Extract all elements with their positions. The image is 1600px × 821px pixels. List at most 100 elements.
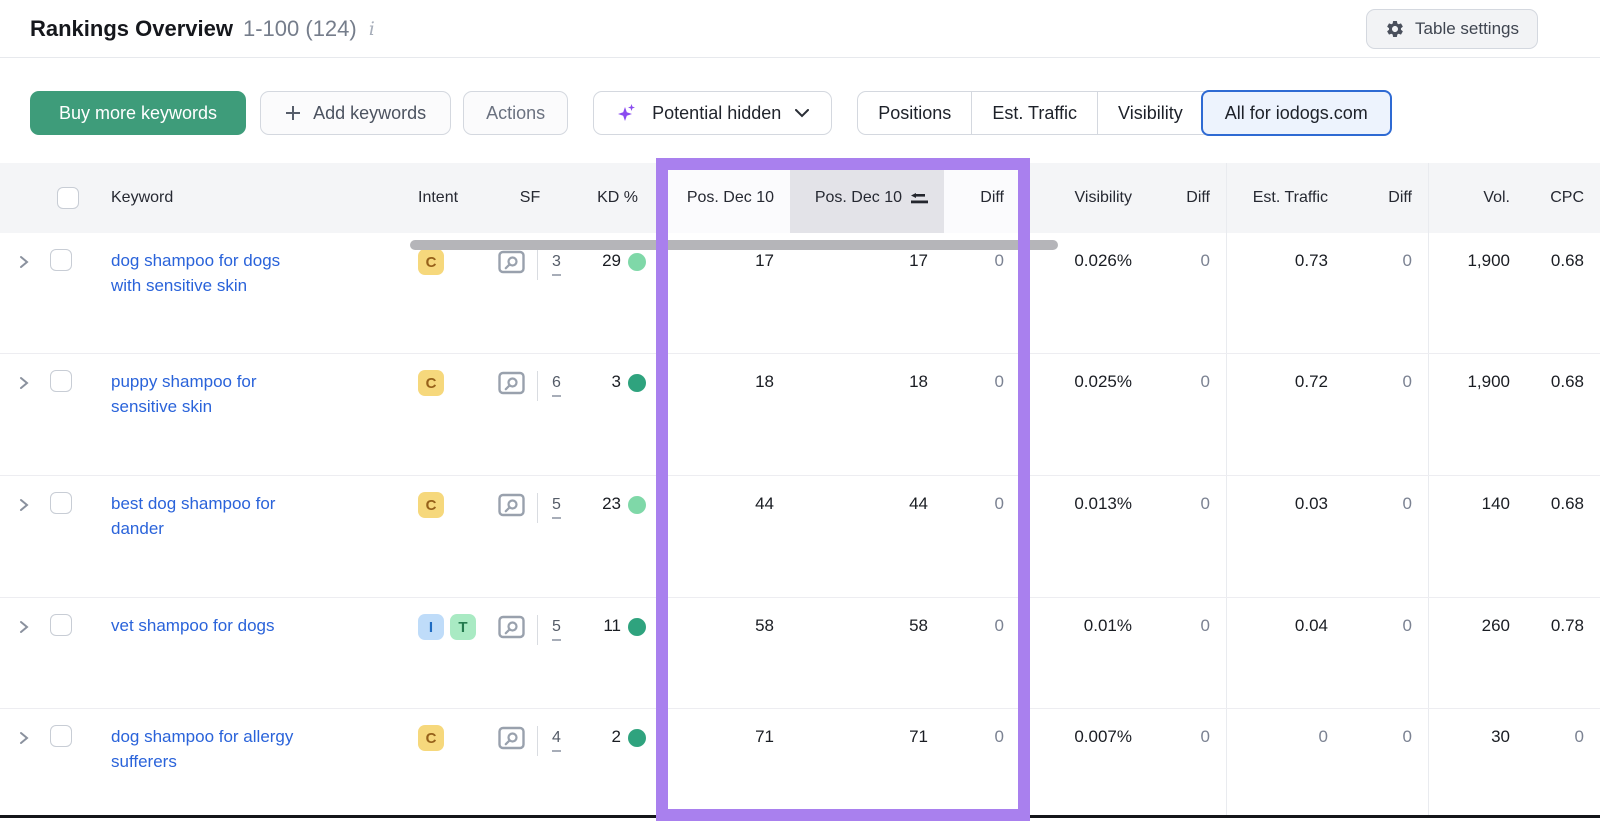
header-expand <box>0 163 40 233</box>
expand-row-icon[interactable] <box>17 375 31 391</box>
traffic-diff-value: 0 <box>1402 372 1412 391</box>
cpc-value: 0.68 <box>1550 372 1584 391</box>
sf-count[interactable]: 5 <box>552 618 561 641</box>
position-diff-value: 0 <box>994 494 1004 513</box>
est-traffic-value: 0.72 <box>1226 354 1348 475</box>
page-range: 1-100 (124) <box>242 15 357 41</box>
header-diff[interactable]: Diff <box>944 163 1020 233</box>
potential-filter-label: Potential hidden <box>652 102 782 123</box>
expand-row-icon[interactable] <box>17 730 31 746</box>
kd-value: 11 <box>603 616 621 635</box>
serp-features-icon[interactable] <box>498 615 525 640</box>
header-visibility-diff[interactable]: Diff <box>1186 189 1210 206</box>
sf-count[interactable]: 5 <box>552 496 561 519</box>
est-traffic-value: 0 <box>1226 709 1348 816</box>
kd-dot <box>628 496 646 514</box>
header-est-traffic[interactable]: Est. Traffic <box>1226 163 1348 233</box>
expand-row-icon[interactable] <box>17 619 31 635</box>
header-visibility[interactable]: Visibility <box>1074 189 1133 206</box>
intent-badge: C <box>418 492 444 518</box>
sf-count[interactable]: 6 <box>552 374 561 397</box>
position-diff-value: 0 <box>994 372 1004 391</box>
view-tab-group: Positions Est. Traffic Visibility All for i… <box>857 90 1392 136</box>
select-all-checkbox[interactable] <box>57 187 79 209</box>
expand-row-icon[interactable] <box>17 497 31 513</box>
traffic-diff-value: 0 <box>1402 727 1412 746</box>
position-current-value: 58 <box>755 616 774 635</box>
header-volume[interactable]: Vol. <box>1428 163 1526 233</box>
est-traffic-value: 0.03 <box>1226 476 1348 597</box>
expand-row-icon[interactable] <box>17 254 31 270</box>
header-pos-sorted[interactable]: Pos. Dec 10 <box>790 163 944 233</box>
sf-count[interactable]: 3 <box>552 253 561 276</box>
header-keyword[interactable]: Keyword <box>111 189 174 206</box>
add-keywords-button[interactable]: Add keywords <box>260 91 452 135</box>
plus-icon <box>286 106 301 120</box>
visibility-value: 0.026% <box>1074 251 1132 270</box>
volume-value: 260 <box>1428 598 1526 708</box>
cpc-value: 0.68 <box>1550 494 1584 513</box>
serp-features-icon[interactable] <box>498 250 525 275</box>
table-settings-button[interactable]: Table settings <box>1366 8 1538 49</box>
header-pos-current[interactable]: Pos. Dec 10 <box>656 163 790 233</box>
keyword-link[interactable]: puppy shampoo for sensitive skin <box>111 372 257 416</box>
tab-est-traffic[interactable]: Est. Traffic <box>971 92 1097 134</box>
position-current-value: 71 <box>755 727 774 746</box>
cpc-value: 0 <box>1574 727 1584 746</box>
table-body: dog shampoo for dogs with sensitive skin C… <box>0 233 1600 816</box>
chevron-down-icon <box>795 108 810 118</box>
position-current-value: 17 <box>755 251 774 270</box>
rankings-table: Keyword Intent SF KD % Pos. Dec 10 Pos. … <box>0 158 1600 821</box>
keyword-link[interactable]: dog shampoo for allergy sufferers <box>111 727 294 771</box>
potential-filter-dropdown[interactable]: Potential hidden <box>593 91 833 135</box>
row-checkbox[interactable] <box>50 492 72 514</box>
intent-badge: I <box>418 614 444 640</box>
row-checkbox[interactable] <box>50 249 72 271</box>
kd-value: 29 <box>602 251 621 270</box>
horizontal-scrollbar[interactable] <box>410 240 1058 250</box>
add-keywords-label: Add keywords <box>313 102 427 123</box>
gear-icon <box>1387 20 1403 37</box>
position-diff-value: 0 <box>994 251 1004 270</box>
tab-positions[interactable]: Positions <box>878 102 952 123</box>
est-traffic-value: 0.73 <box>1226 233 1348 353</box>
actions-button[interactable]: Actions <box>463 91 569 135</box>
position-diff-value: 0 <box>994 616 1004 635</box>
position-sorted-value: 71 <box>909 727 928 746</box>
serp-features-icon[interactable] <box>498 493 525 518</box>
sort-descending-icon <box>911 191 928 206</box>
volume-value: 1,900 <box>1428 233 1526 353</box>
row-checkbox[interactable] <box>50 614 72 636</box>
row-checkbox[interactable] <box>50 370 72 392</box>
page-title: Rankings Overview <box>30 15 233 41</box>
row-checkbox[interactable] <box>50 725 72 747</box>
kd-dot <box>628 374 646 392</box>
sf-count[interactable]: 4 <box>552 729 561 752</box>
kd-value: 3 <box>611 372 621 391</box>
header-intent[interactable]: Intent <box>418 189 459 206</box>
keyword-link[interactable]: vet shampoo for dogs <box>111 616 275 635</box>
visibility-value: 0.025% <box>1074 372 1132 391</box>
sparkles-icon <box>616 101 640 125</box>
header-kd[interactable]: KD % <box>597 189 638 206</box>
header-traffic-diff[interactable]: Diff <box>1388 189 1412 206</box>
table-row: dog shampoo for dogs with sensitive skin C… <box>0 233 1600 353</box>
header-cpc[interactable]: CPC <box>1550 189 1584 206</box>
buy-more-keywords-button[interactable]: Buy more keywords <box>30 91 247 135</box>
visibility-diff-value: 0 <box>1200 727 1210 746</box>
buy-more-keywords-label: Buy more keywords <box>59 102 218 123</box>
serp-features-icon[interactable] <box>498 726 525 751</box>
keyword-link[interactable]: best dog shampoo for dander <box>111 494 276 538</box>
kd-value: 23 <box>602 494 621 513</box>
serp-features-icon[interactable] <box>498 371 525 396</box>
cpc-value: 0.78 <box>1550 616 1584 635</box>
tab-visibility[interactable]: Visibility <box>1097 92 1203 134</box>
keyword-link[interactable]: dog shampoo for dogs with sensitive skin <box>111 251 281 295</box>
tab-all-for-iodogs-com[interactable]: All for iodogs.com <box>1200 90 1392 136</box>
visibility-value: 0.01% <box>1083 616 1132 635</box>
header-sf[interactable]: SF <box>519 189 541 206</box>
table-header-row: Keyword Intent SF KD % Pos. Dec 10 Pos. … <box>0 163 1600 233</box>
info-icon[interactable]: i <box>368 17 375 40</box>
cpc-value: 0.68 <box>1550 251 1584 270</box>
volume-value: 30 <box>1428 709 1526 816</box>
